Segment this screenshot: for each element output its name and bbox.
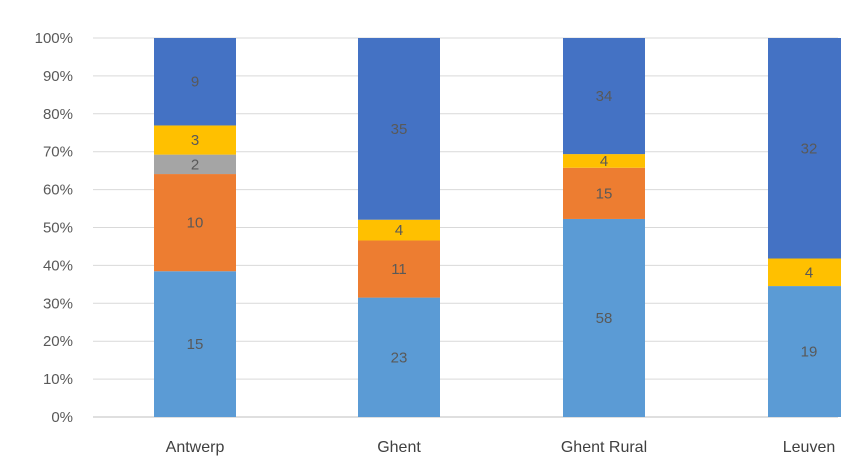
bar-segment xyxy=(768,258,841,287)
x-tick-label: Ghent xyxy=(377,439,421,456)
data-label: 19 xyxy=(801,344,818,361)
data-label: 15 xyxy=(187,336,204,353)
data-label: 23 xyxy=(391,349,408,366)
bar-segment xyxy=(154,174,236,272)
y-tick-label: 90% xyxy=(43,68,73,85)
bar-segment xyxy=(154,154,236,175)
y-tick-label: 20% xyxy=(43,333,73,350)
data-label: 10 xyxy=(187,215,204,232)
data-label: 4 xyxy=(600,153,608,170)
bar-segment xyxy=(358,38,440,220)
bar-segment xyxy=(154,271,236,417)
data-label: 32 xyxy=(801,140,818,157)
x-tick-label: Antwerp xyxy=(166,439,225,456)
y-axis: 0% 10% 20% 30% 40% 50% 60% 70% 80% 90% 100% xyxy=(35,30,73,426)
data-label: 58 xyxy=(596,310,613,327)
x-tick-label: Leuven xyxy=(783,439,836,456)
data-label: 4 xyxy=(395,222,403,239)
data-label: 3 xyxy=(191,132,199,149)
bar-segment xyxy=(154,125,236,155)
bar-segment xyxy=(358,297,440,417)
x-axis: Antwerp Ghent Ghent Rural Leuven xyxy=(166,439,836,456)
y-tick-label: 60% xyxy=(43,182,73,199)
y-tick-label: 30% xyxy=(43,295,73,312)
bar-segment xyxy=(154,38,236,126)
y-tick-label: 70% xyxy=(43,144,73,161)
data-label: 35 xyxy=(391,121,408,138)
bar-segment xyxy=(563,167,645,219)
y-tick-label: 0% xyxy=(51,409,73,426)
y-tick-label: 10% xyxy=(43,371,73,388)
y-tick-label: 100% xyxy=(35,30,73,47)
bar-segment xyxy=(768,38,841,259)
x-tick-label: Ghent Rural xyxy=(561,439,647,456)
y-tick-label: 40% xyxy=(43,257,73,274)
data-label: 11 xyxy=(391,261,407,278)
data-label: 34 xyxy=(596,88,613,105)
bar-segment xyxy=(768,286,841,417)
bar-segment xyxy=(563,38,645,155)
bars xyxy=(154,38,841,417)
data-label: 9 xyxy=(191,74,199,91)
data-label: 2 xyxy=(191,156,199,173)
y-tick-label: 80% xyxy=(43,106,73,123)
y-tick-label: 50% xyxy=(43,220,73,237)
bar-segment xyxy=(563,218,645,417)
bar-segment xyxy=(563,154,645,168)
bar-segment xyxy=(358,240,440,298)
bar-segment xyxy=(358,219,440,241)
data-label: 15 xyxy=(596,185,613,202)
data-label: 4 xyxy=(805,264,813,281)
